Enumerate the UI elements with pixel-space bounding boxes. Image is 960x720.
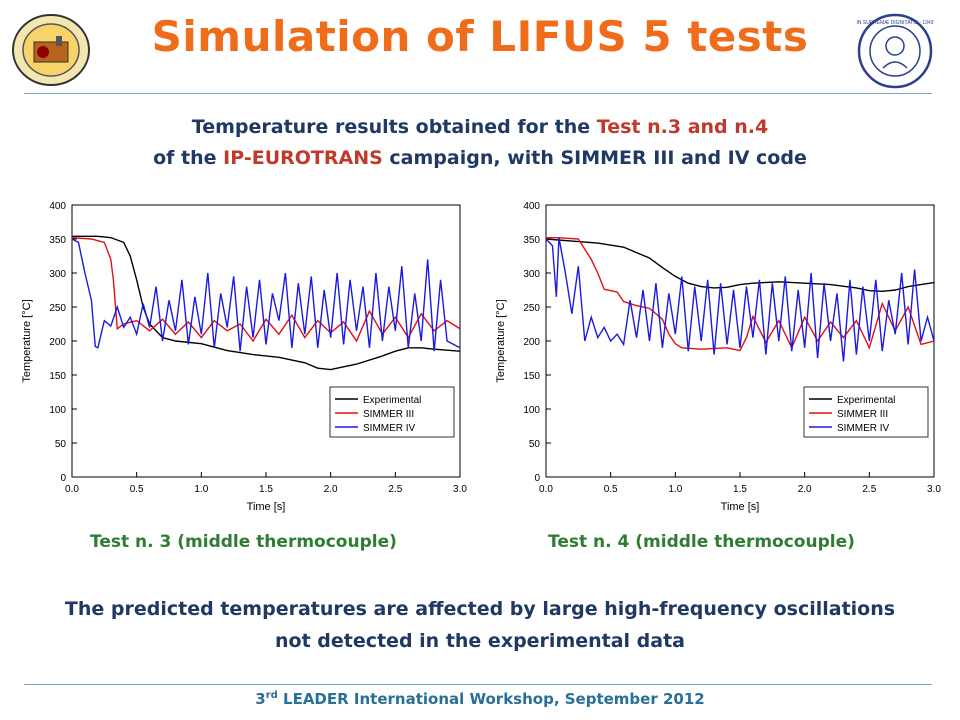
header-divider [24, 93, 932, 94]
legend-label: Experimental [363, 395, 421, 406]
x-tick-label: 2.5 [862, 484, 876, 495]
y-tick-label: 50 [529, 439, 541, 450]
y-tick-label: 350 [523, 235, 540, 246]
y-axis-label: Temperature [°C] [21, 299, 33, 382]
university-seal-icon: IN SUPREMÆ DIGNITATIS · 1343 [856, 13, 934, 89]
x-axis-label: Time [s] [721, 501, 760, 513]
series-line-simmer-iii [546, 236, 934, 352]
y-tick-label: 0 [534, 473, 540, 484]
chart-test-4: 0 50 100 150 200 250 300 350 400 0.0 0.5 1.0 1.5 2.0 2… [495, 201, 941, 513]
y-tick-label: 350 [49, 235, 66, 246]
y-tick-label: 150 [49, 371, 66, 382]
y-tick-label: 100 [49, 405, 66, 416]
enea-seal-icon [12, 14, 90, 86]
y-tick-label: 400 [49, 201, 66, 212]
x-tick-label: 2.0 [798, 484, 812, 495]
chart-test-3: 0 50 100 150 200 250 300 350 400 0.0 0.5 1.0 1.5 2.0 2… [21, 201, 467, 513]
series-line-simmer-iii [72, 236, 460, 343]
x-tick-label: 1.5 [733, 484, 747, 495]
subtitle-line-1: Temperature results obtained for the Tes… [191, 116, 769, 138]
y-tick-label: 300 [49, 269, 66, 280]
y-tick-label: 50 [55, 439, 67, 450]
x-tick-label: 0.5 [130, 484, 144, 495]
y-tick-label: 150 [523, 371, 540, 382]
x-tick-label: 2.5 [388, 484, 402, 495]
x-tick-label: 0.5 [604, 484, 618, 495]
legend-label: SIMMER III [837, 409, 888, 420]
y-tick-label: 250 [523, 303, 540, 314]
series-line-experimental [72, 235, 460, 371]
legend [329, 386, 455, 438]
x-tick-label: 1.0 [194, 484, 208, 495]
legend-label: Experimental [837, 395, 895, 406]
footer: 3rd LEADER International Workshop, Septe… [255, 690, 705, 708]
series-line-experimental [546, 238, 934, 293]
x-tick-label: 0.0 [539, 484, 553, 495]
y-tick-label: 400 [523, 201, 540, 212]
y-tick-label: 200 [523, 337, 540, 348]
x-tick-label: 1.5 [259, 484, 273, 495]
series-line-simmer-iv [546, 237, 934, 362]
legend [803, 386, 929, 438]
x-tick-label: 3.0 [927, 484, 941, 495]
caption-test-3: Test n. 3 (middle thermocouple) [90, 532, 397, 552]
footer-divider [24, 684, 932, 685]
x-axis-label: Time [s] [247, 501, 286, 513]
conclusion-line-2: not detected in the experimental data [274, 630, 686, 652]
series-line-simmer-iv [72, 238, 460, 352]
x-tick-label: 1.0 [668, 484, 682, 495]
y-tick-label: 300 [523, 269, 540, 280]
y-tick-label: 200 [49, 337, 66, 348]
caption-test-4: Test n. 4 (middle thermocouple) [548, 532, 855, 552]
conclusion-line-1: The predicted temperatures are affected … [64, 598, 896, 620]
x-tick-label: 3.0 [453, 484, 467, 495]
y-tick-label: 0 [60, 473, 66, 484]
y-tick-label: 100 [523, 405, 540, 416]
y-axis-label: Temperature [°C] [495, 299, 507, 382]
y-tick-label: 250 [49, 303, 66, 314]
legend-label: SIMMER III [363, 409, 414, 420]
legend-label: SIMMER IV [837, 423, 890, 434]
seal-text: IN SUPREMÆ DIGNITATIS · 1343 [856, 20, 933, 26]
x-tick-label: 0.0 [65, 484, 79, 495]
x-tick-label: 2.0 [324, 484, 338, 495]
legend-label: SIMMER IV [363, 423, 416, 434]
page-title: Simulation of LIFUS 5 tests [151, 12, 809, 61]
subtitle-line-2: of the IP-EUROTRANS campaign, with SIMME… [153, 147, 807, 169]
